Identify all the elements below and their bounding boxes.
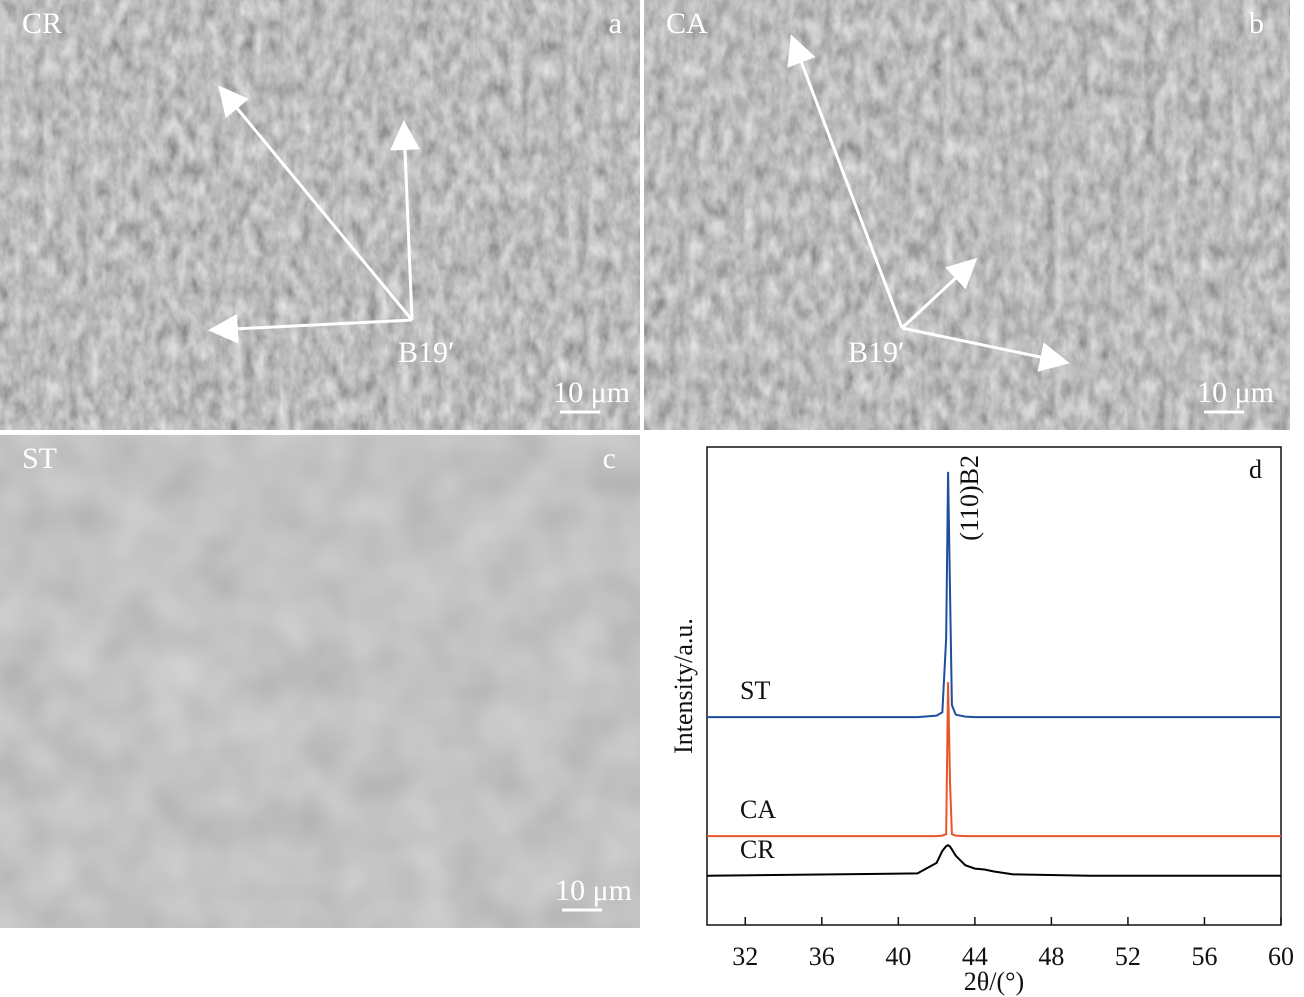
xrd-line [707,471,1281,719]
peak-annotation: (110)B2 [955,455,984,541]
x-tick-label: 40 [885,942,911,971]
panel-c: ST c 10 μm [0,435,640,928]
x-tick-label: 56 [1191,942,1217,971]
x-tick-label: 44 [962,942,988,971]
arrow [218,85,414,321]
phase-label: B19′ [848,336,905,369]
arrow [208,313,413,344]
scale-label: 10 μm [555,874,632,907]
xrd-line [706,844,1281,877]
x-tick-label: 60 [1268,942,1294,971]
arrow [901,326,1070,372]
xrd-line [707,682,1281,838]
arrow [787,34,904,329]
micrograph [644,0,1290,430]
panel-letter: b [1249,7,1264,40]
panel-b: CA b B19′ 10 μm [644,0,1290,430]
x-tick-label: 32 [732,942,758,971]
phase-label: B19′ [398,336,455,369]
arrow [390,120,420,321]
x-axis-label: 2θ/(°) [964,967,1024,996]
x-tick-label: 36 [809,942,835,971]
series-label: ST [740,676,770,705]
scale-label: 10 μm [553,376,630,409]
scale-label: 10 μm [1197,376,1274,409]
letter: d [1249,455,1262,484]
x-tick-label: 48 [1038,942,1064,971]
micrograph [0,435,640,928]
xrd-chart: 32 36 40 44 48 52 56 60 2θ/(°) Intensity/a.u. d ST C… [669,446,1294,996]
panel-tag: CA [666,7,708,40]
panel-a: CR a B19′ 10 μm [0,0,640,430]
series-label: CA [740,795,776,824]
arrow [900,257,978,330]
panel-letter: a [609,7,622,40]
panel-tag: CR [22,7,62,40]
y-axis-label: Intensity/a.u. [669,618,698,754]
series-label: CR [740,835,775,864]
panel-tag: ST [22,442,57,475]
micrograph [0,0,640,430]
x-tick-label: 52 [1115,942,1141,971]
plot-frame [706,446,1282,926]
panel-letter: c [603,442,616,475]
